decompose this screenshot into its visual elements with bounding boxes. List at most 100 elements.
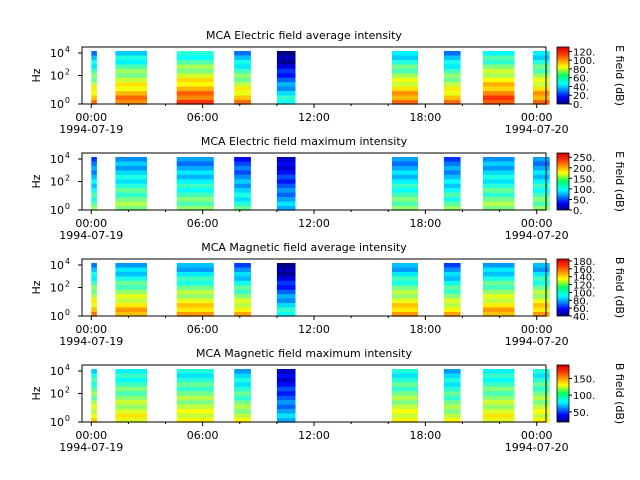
x-tick-label: 18:00 [410,323,442,336]
spectrogram-cell [392,51,418,56]
spectrogram-cell [115,312,147,317]
spectrogram-cell [392,174,418,180]
spectrogram-cell [176,174,214,180]
spectrogram-cell [115,377,147,383]
spectrogram-cell [115,404,147,410]
spectrogram-cell [443,418,461,423]
spectrogram-cell [176,271,214,277]
spectrogram-cell [482,86,515,92]
spectrogram-cell [482,285,515,290]
spectrogram-cell [91,271,97,277]
x-tick-label: 12:00 [298,217,330,230]
spectrogram-cell [482,68,515,74]
spectrogram-cell [443,377,461,383]
spectrogram-cell [234,267,251,273]
spectrogram-segment [234,157,251,211]
spectrogram-cell [276,312,296,317]
spectrogram-cell [533,298,550,304]
x-tick-label: 00:00 [75,217,107,230]
spectrogram-cell [176,418,214,423]
x-tick-label: 00:00 [521,111,553,124]
spectrogram-cell [392,413,418,419]
spectrogram-cell [234,386,251,392]
spectrogram-cell [533,377,550,383]
spectrogram-cell [276,404,296,410]
spectrogram-segment [91,263,97,317]
spectrogram-cell [91,73,97,78]
spectrogram-segment [482,51,515,105]
spectrogram-segment [533,263,550,317]
spectrogram-cell [276,382,296,388]
spectrogram-cell [392,263,418,268]
spectrogram-cell [276,192,296,198]
spectrogram-segment [392,263,418,317]
spectrogram-cell [91,276,97,282]
spectrogram-cell [276,395,296,401]
spectrogram-cell [392,298,418,304]
spectrogram-cell [115,206,147,211]
y-tick-exponent: 4 [65,363,70,372]
spectrogram-cell [276,280,296,286]
colorbar-tick-label: 60. [573,74,589,85]
spectrogram-cell [176,276,214,282]
spectrogram-cell [115,100,147,105]
spectrogram-cell [276,51,296,56]
spectrogram-cell [234,161,251,167]
spectrogram-cell [533,188,550,193]
spectrogram-cell [482,51,515,56]
spectrogram-cell [482,382,515,388]
spectrogram-cell [176,77,214,83]
spectrogram-cell [176,192,214,198]
spectrogram-cell [234,201,251,207]
spectrogram-cell [482,391,515,396]
x-tick-label: 06:00 [187,217,219,230]
spectrogram-cell [91,165,97,171]
x-tick-date: 1994-07-20 [505,335,569,348]
colorbar-label: E field (dB) [613,151,626,212]
spectrogram-cell [443,276,461,282]
colorbar-tick-label: 250. [573,153,595,164]
spectrogram-cell [91,382,97,388]
spectrogram-cell [234,413,251,419]
spectrogram-cell [392,86,418,92]
spectrogram-cell [443,280,461,286]
spectrogram-cell [443,51,461,56]
spectrogram-cell [392,391,418,396]
spectrogram-cell [443,192,461,198]
spectrogram-cell [533,55,550,61]
spectrogram-cell [392,165,418,171]
spectrogram-cell [482,404,515,410]
spectrogram-segment [443,157,461,211]
spectrogram-cell [115,373,147,379]
spectrogram-cell [443,64,461,70]
spectrogram-cell [91,289,97,295]
spectrogram-cell [234,382,251,388]
spectrogram-cell [482,73,515,78]
y-tick-exponent: 0 [65,202,70,211]
spectrogram-cell [115,289,147,295]
spectrogram-cell [115,68,147,74]
spectrogram-cell [276,201,296,207]
spectrogram-cell [533,161,550,167]
spectrogram-cell [176,165,214,171]
spectrogram-cell [443,77,461,83]
panel-4: MCA Magnetic field maximum intensity 00:0… [30,347,626,454]
panel-3: MCA Magnetic field average intensity 00:0… [30,241,626,348]
spectrogram-cell [115,174,147,180]
spectrogram-cell [443,100,461,105]
spectrogram-cell [443,55,461,61]
spectrogram-cell [176,86,214,92]
spectrogram-cell [91,263,97,268]
spectrogram-cell [482,289,515,295]
spectrogram-cell [392,276,418,282]
spectrogram-cell [533,369,550,374]
spectrogram-segment [234,51,251,105]
spectrogram-cell [443,59,461,65]
spectrogram-cell [176,409,214,414]
spectrogram-cell [276,377,296,383]
spectrogram-cell [443,197,461,202]
spectrogram-cell [443,95,461,101]
spectrogram-cell [115,95,147,101]
spectrogram-segment [533,51,550,105]
spectrogram-cell [443,271,461,277]
